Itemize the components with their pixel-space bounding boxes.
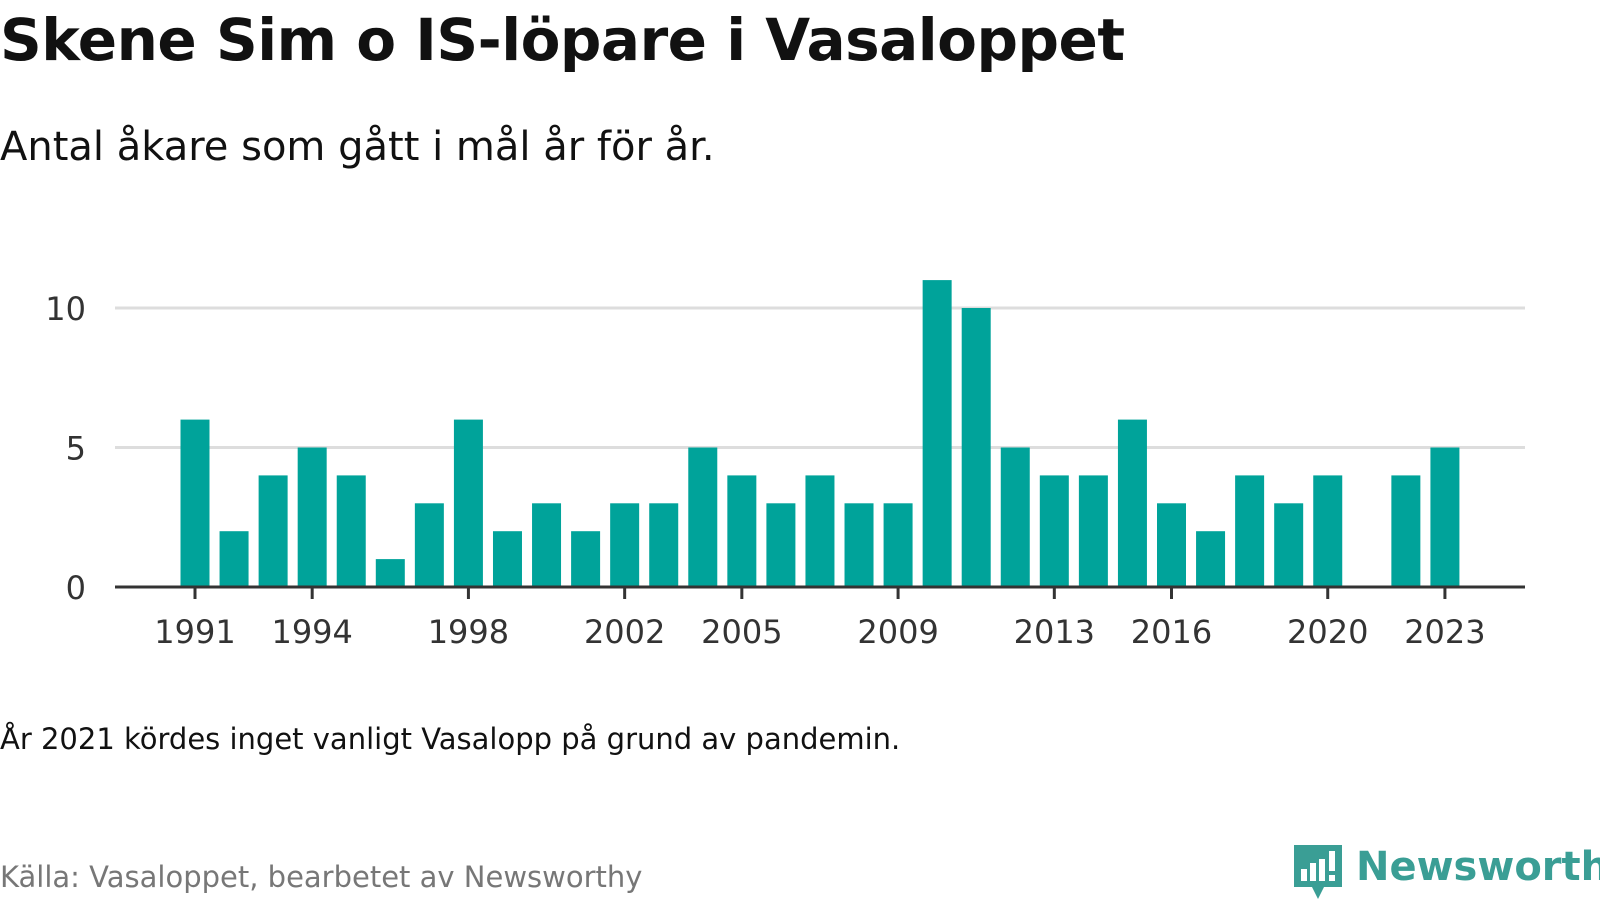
footnote: År 2021 kördes inget vanligt Vasalopp på…: [0, 722, 901, 756]
bar: [532, 503, 562, 587]
bar: [414, 503, 444, 587]
bar: [571, 531, 601, 587]
x-tick-label: 1998: [428, 613, 509, 651]
bar: [1157, 503, 1186, 587]
bar: [844, 503, 874, 587]
bar: [766, 503, 796, 587]
source-credit: Källa: Vasaloppet, bearbetet av Newswort…: [0, 860, 643, 894]
y-tick-label: 0: [66, 569, 86, 607]
bar: [1313, 475, 1343, 587]
bar: [961, 308, 991, 587]
bar: [1235, 475, 1265, 587]
newsworthy-logo: Newsworthy: [1292, 845, 1600, 901]
newsworthy-logo-icon: [1294, 845, 1342, 899]
x-tick-label: 1991: [154, 613, 235, 651]
bar: [727, 475, 757, 587]
bar: [1117, 419, 1147, 587]
bar: [453, 419, 483, 587]
bar: [219, 531, 249, 587]
x-tick-label: 2002: [584, 613, 665, 651]
bar: [610, 503, 640, 587]
bar: [180, 419, 210, 587]
bar: [883, 503, 913, 587]
bar: [805, 475, 835, 587]
x-tick-label: 2016: [1131, 613, 1212, 651]
logo-wordmark: Newsworthy: [1356, 844, 1600, 890]
x-tick-label: 2005: [701, 613, 782, 651]
bar-chart: 0 5 10 1991 1994 1998 2002 2005 2009 2013 2016 2020…: [45, 280, 1525, 651]
bar: [1078, 475, 1108, 587]
bar: [375, 559, 405, 587]
bar: [1039, 475, 1069, 587]
bar: [258, 475, 288, 587]
x-tick-label: 2009: [857, 613, 938, 651]
x-tick-label: 2020: [1287, 613, 1368, 651]
bar: [1000, 447, 1030, 587]
chart-title: Skene Sim o IS-löpare i Vasaloppet: [0, 6, 1125, 74]
y-tick-label: 5: [66, 430, 86, 468]
x-tick-label: 2023: [1404, 613, 1485, 651]
bar: [1430, 447, 1460, 587]
bar: [297, 447, 327, 587]
x-tick-label: 1994: [271, 613, 352, 651]
bar: [336, 475, 366, 587]
bar: [922, 280, 952, 587]
y-tick-label: 10: [45, 290, 86, 328]
bar: [1196, 531, 1226, 587]
bar: [688, 447, 718, 587]
bar: [649, 503, 679, 587]
x-tick-label: 2013: [1014, 613, 1095, 651]
bar: [492, 531, 522, 587]
bar: [1274, 503, 1304, 587]
chart-subtitle: Antal åkare som gått i mål år för år.: [0, 124, 715, 170]
bar: [1391, 475, 1421, 587]
